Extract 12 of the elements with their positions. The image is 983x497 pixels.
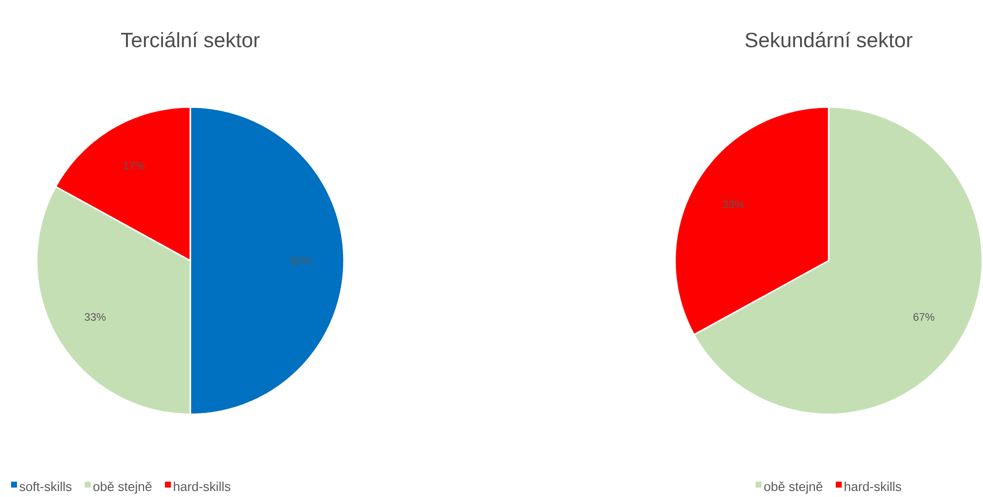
data-label: 50%	[290, 256, 312, 265]
legend-label: soft-skills	[20, 482, 72, 492]
data-label: 33%	[722, 200, 744, 208]
data-label: 17%	[124, 162, 144, 170]
data-label: 67%	[914, 313, 934, 321]
legend-label: obě stejně	[93, 482, 152, 494]
chart-title: Sekundární sektor	[745, 32, 912, 48]
legend-label: hard-skills	[174, 482, 230, 492]
legend-label: obě stejně	[764, 482, 822, 494]
legend-label: hard-skills	[844, 482, 902, 492]
data-label: 33%	[84, 313, 106, 321]
chart-title: Terciální sektor	[121, 32, 260, 48]
